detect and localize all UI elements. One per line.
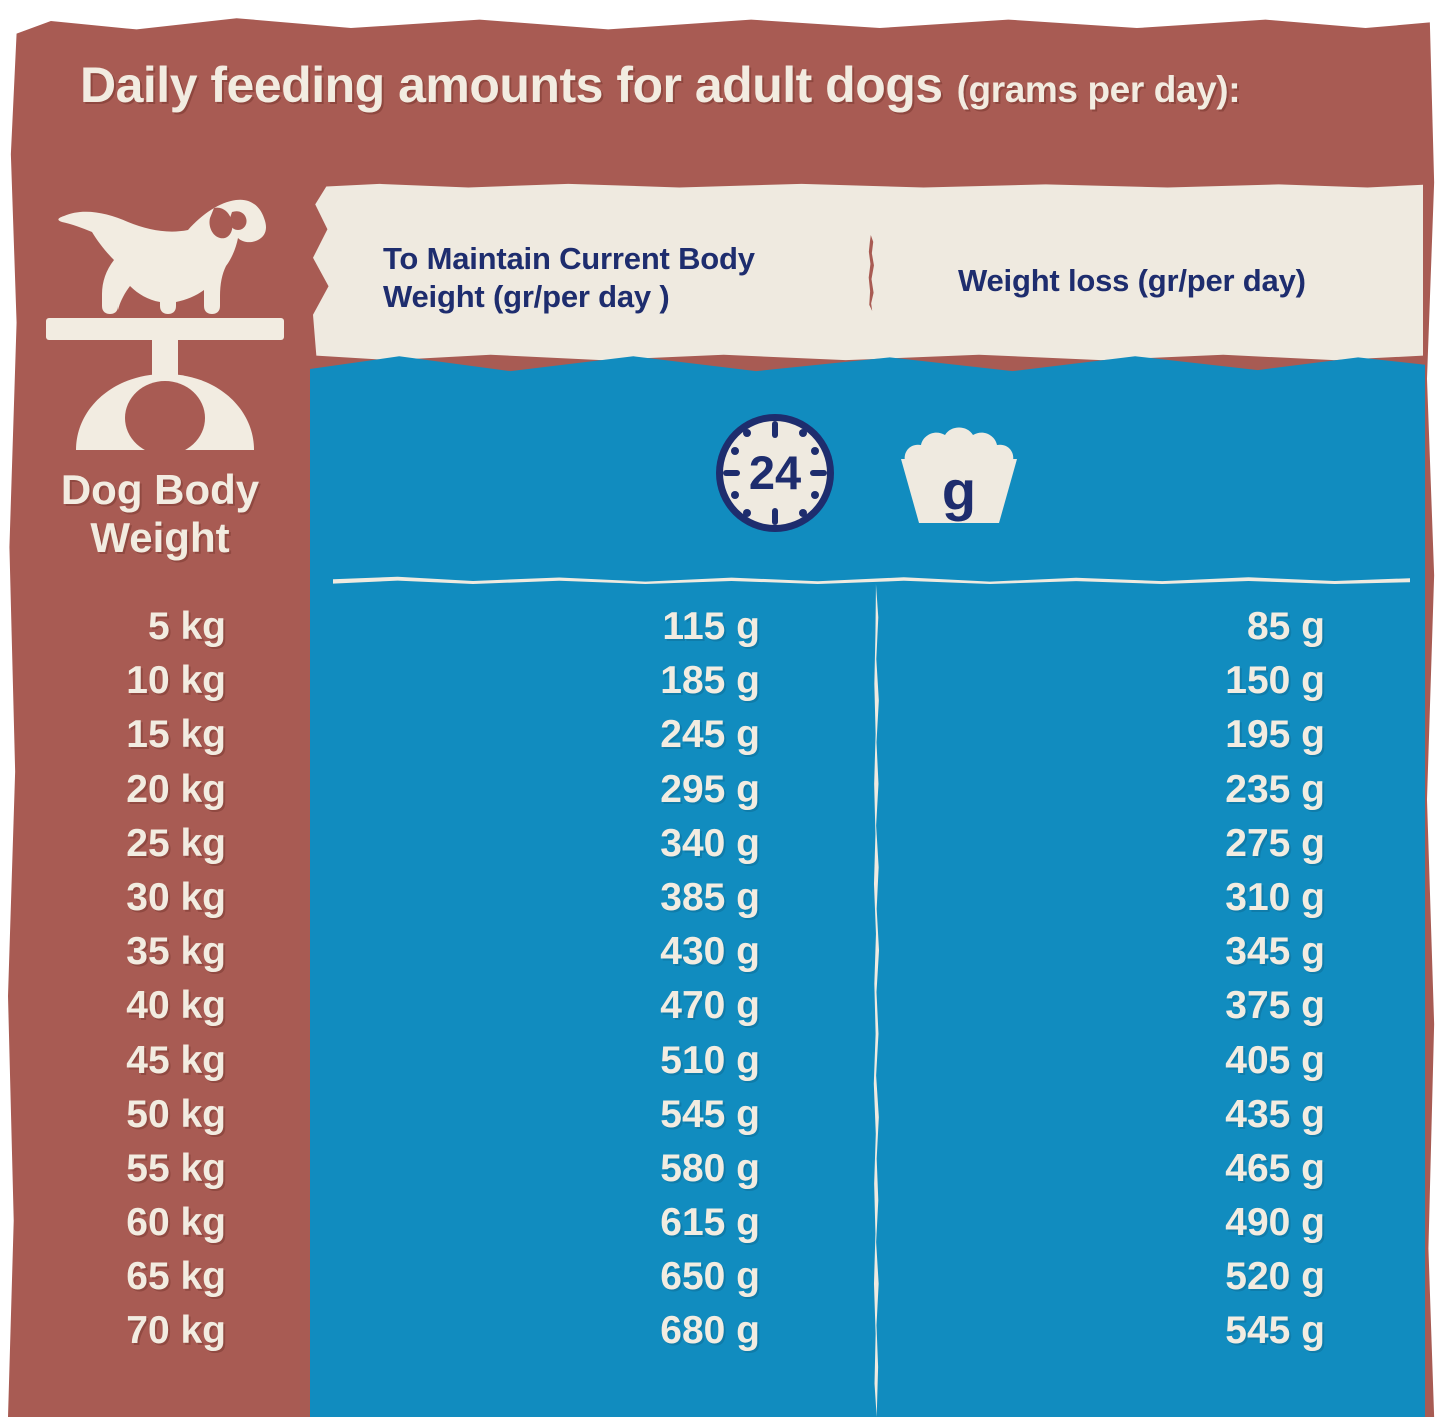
cell-dog-body-weight: 55 kg <box>126 1146 226 1190</box>
cell-dog-body-weight: 20 kg <box>126 767 226 811</box>
cell-maintain-amount: 385 g <box>660 875 760 919</box>
cell-maintain-amount: 545 g <box>660 1092 760 1136</box>
clock-24-hour-icon: 24 <box>713 411 837 535</box>
cell-maintain-amount: 295 g <box>660 767 760 811</box>
cell-dog-body-weight: 25 kg <box>126 821 226 865</box>
cell-weight-loss-amount: 275 g <box>1225 821 1325 865</box>
table-row: 10 kg 185 g 150 g <box>0 661 1445 715</box>
icon-band: 24 g <box>310 390 1425 555</box>
header-column-divider <box>868 235 874 311</box>
cell-maintain-amount: 615 g <box>660 1201 760 1245</box>
table-row: 60 kg 615 g 490 g <box>0 1203 1445 1257</box>
cell-weight-loss-amount: 465 g <box>1225 1146 1325 1190</box>
table-row: 25 kg 340 g 275 g <box>0 824 1445 878</box>
cell-dog-body-weight: 15 kg <box>126 713 226 757</box>
column-header-panel <box>313 183 1423 361</box>
cell-weight-loss-amount: 520 g <box>1225 1255 1325 1299</box>
cell-weight-loss-amount: 405 g <box>1225 1038 1325 1082</box>
cell-maintain-amount: 340 g <box>660 821 760 865</box>
data-rows: 5 kg 115 g 85 g 10 kg 185 g 150 g 15 kg 245 g 19… <box>0 607 1445 1366</box>
cell-weight-loss-amount: 85 g <box>1246 605 1325 648</box>
cell-maintain-amount: 580 g <box>660 1146 760 1190</box>
page-title: Daily feeding amounts for adult dogs (gr… <box>80 56 1400 126</box>
cell-dog-body-weight: 70 kg <box>126 1309 226 1353</box>
column-header-maintain: To Maintain Current Body Weight (gr/per … <box>383 241 755 314</box>
column-header-weight-loss: Weight loss (gr/per day) <box>958 263 1306 298</box>
cell-weight-loss-amount: 435 g <box>1225 1092 1325 1136</box>
cell-maintain-amount: 115 g <box>662 605 760 648</box>
table-row: 20 kg 295 g 235 g <box>0 770 1445 824</box>
table-row: 40 kg 470 g 375 g <box>0 986 1445 1040</box>
table-row: 65 kg 650 g 520 g <box>0 1257 1445 1311</box>
table-row: 15 kg 245 g 195 g <box>0 715 1445 769</box>
page-title-units: (grams per day): <box>956 69 1241 110</box>
data-panel <box>310 356 1425 1417</box>
cell-weight-loss-amount: 345 g <box>1225 930 1325 974</box>
cell-weight-loss-amount: 490 g <box>1225 1201 1325 1245</box>
cell-maintain-amount: 430 g <box>660 930 760 974</box>
bowl-unit-value: g <box>941 459 975 522</box>
cell-dog-body-weight: 10 kg <box>126 659 226 703</box>
clock-value: 24 <box>748 446 800 499</box>
dog-on-scale-icon <box>36 178 294 455</box>
cell-weight-loss-amount: 545 g <box>1225 1309 1325 1353</box>
table-row: 45 kg 510 g 405 g <box>0 1041 1445 1095</box>
cell-dog-body-weight: 65 kg <box>126 1255 226 1299</box>
table-row: 55 kg 580 g 465 g <box>0 1149 1445 1203</box>
cell-dog-body-weight: 60 kg <box>126 1201 226 1245</box>
cell-weight-loss-amount: 195 g <box>1225 713 1325 757</box>
cell-dog-body-weight: 30 kg <box>126 875 226 919</box>
sidebar-label-dog-body-weight: Dog Body Weight <box>60 466 260 561</box>
cell-weight-loss-amount: 235 g <box>1225 767 1325 811</box>
food-bowl-grams-icon: g <box>883 411 1023 535</box>
cell-weight-loss-amount: 150 g <box>1225 659 1325 703</box>
cell-maintain-amount: 470 g <box>660 984 760 1028</box>
cell-dog-body-weight: 40 kg <box>126 984 226 1028</box>
cell-maintain-amount: 510 g <box>660 1038 760 1082</box>
cell-dog-body-weight: 45 kg <box>126 1038 226 1082</box>
table-row: 70 kg 680 g 545 g <box>0 1311 1445 1365</box>
table-row: 30 kg 385 g 310 g <box>0 878 1445 932</box>
page-title-main: Daily feeding amounts for adult dogs <box>80 57 943 113</box>
table-row: 50 kg 545 g 435 g <box>0 1095 1445 1149</box>
header-separator-rule <box>333 576 1410 584</box>
table-row: 5 kg 115 g 85 g <box>0 607 1445 661</box>
cell-dog-body-weight: 50 kg <box>126 1092 226 1136</box>
cell-dog-body-weight: 35 kg <box>126 930 226 974</box>
cell-dog-body-weight: 5 kg <box>147 605 226 648</box>
cell-maintain-amount: 245 g <box>660 713 760 757</box>
cell-maintain-amount: 680 g <box>660 1309 760 1353</box>
cell-maintain-amount: 650 g <box>660 1255 760 1299</box>
data-column-divider <box>873 584 880 1417</box>
cell-maintain-amount: 185 g <box>660 659 760 703</box>
table-row: 35 kg 430 g 345 g <box>0 932 1445 986</box>
cell-weight-loss-amount: 375 g <box>1225 984 1325 1028</box>
cell-weight-loss-amount: 310 g <box>1225 875 1325 919</box>
